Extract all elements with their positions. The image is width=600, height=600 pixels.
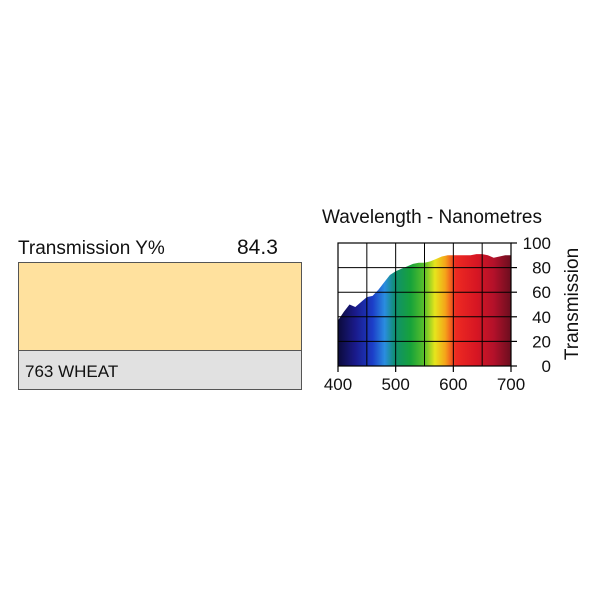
chart-title: Wavelength - Nanometres — [322, 207, 542, 228]
y-tick-label: 100 — [523, 234, 551, 253]
y-tick-label: 40 — [532, 308, 551, 327]
filter-name-box: 763 WHEAT — [18, 350, 302, 390]
x-tick-label: 700 — [497, 375, 525, 394]
y-tick-label: 20 — [532, 332, 551, 351]
y-tick-label: 80 — [532, 259, 551, 278]
color-swatch — [18, 262, 302, 351]
y-tick-label: 60 — [532, 283, 551, 302]
x-tick-label: 400 — [324, 375, 352, 394]
transmission-label: Transmission Y% — [18, 238, 165, 259]
filter-name: 763 WHEAT — [25, 362, 119, 381]
plot-frame — [337, 242, 512, 367]
transmission-value: 84.3 — [237, 236, 278, 259]
y-tick-label: 0 — [542, 357, 551, 376]
x-tick-label: 600 — [439, 375, 467, 394]
x-tick-label: 500 — [381, 375, 409, 394]
y-axis-label: Transmission — [562, 248, 583, 360]
